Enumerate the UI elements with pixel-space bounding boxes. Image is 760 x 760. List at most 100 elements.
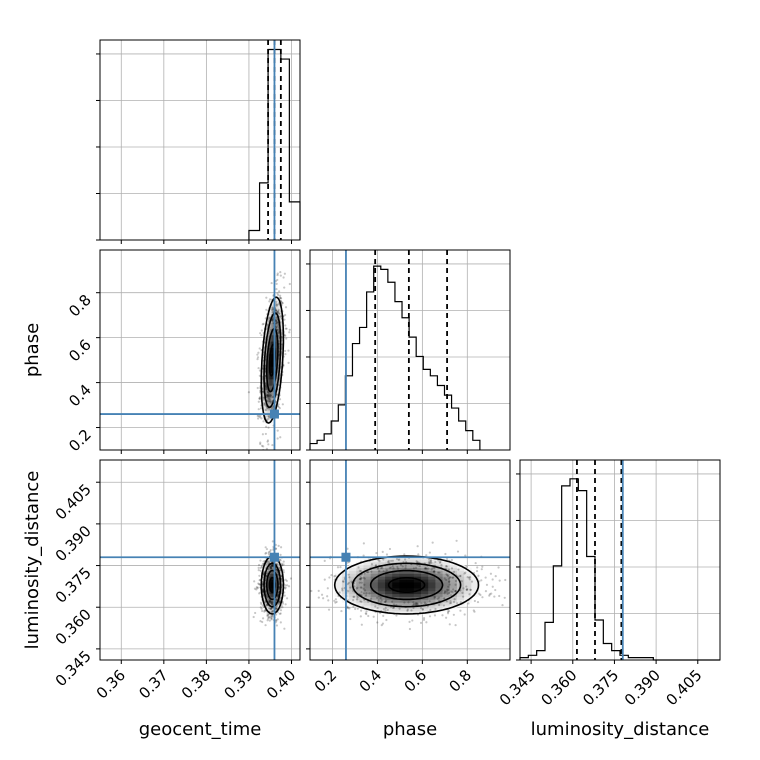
density-cell (392, 611, 400, 615)
sample-point (362, 542, 365, 545)
sample-point (270, 607, 273, 610)
sample-point (258, 374, 261, 377)
density-cell (270, 366, 272, 374)
sample-point (445, 588, 449, 591)
density-cell (464, 593, 472, 597)
sample-point (352, 605, 355, 608)
sample-point (365, 612, 368, 616)
density-cell (272, 347, 274, 355)
sample-point (472, 609, 475, 612)
density-cell (421, 605, 429, 609)
sample-point (256, 386, 259, 390)
density-cell (428, 567, 436, 571)
density-cell (271, 579, 273, 583)
sample-point (362, 554, 365, 557)
density-cell (276, 593, 279, 597)
density-cell (377, 570, 386, 574)
density-cell (435, 561, 443, 566)
density-cell (265, 590, 268, 595)
sample-point (269, 550, 272, 553)
sample-point (267, 400, 270, 403)
density-cell (406, 596, 415, 600)
density-cell (262, 579, 264, 583)
density-cell (449, 590, 458, 595)
sample-point (445, 573, 448, 576)
sample-point (475, 570, 479, 573)
density-cell (262, 378, 264, 386)
sample-point (463, 613, 466, 616)
hist-bar (537, 651, 545, 660)
sample-point (429, 560, 432, 563)
sample-point (270, 565, 273, 568)
sample-point (255, 587, 259, 590)
sample-point (276, 570, 279, 574)
sample-point (262, 420, 265, 423)
density-cell (413, 593, 422, 597)
sample-point (260, 329, 263, 332)
density-cell (363, 564, 372, 569)
sample-point (447, 610, 451, 613)
density-cell (370, 570, 379, 574)
density-cell (267, 579, 270, 583)
sample-point (356, 595, 359, 599)
sample-point (364, 612, 367, 615)
x-tick-label: 0.40 (263, 666, 299, 702)
xlabel-geocent-time: geocent_time (139, 719, 262, 740)
density-cell (267, 378, 270, 386)
sample-point (365, 592, 368, 595)
density-cell (275, 316, 278, 323)
density-cell (267, 585, 270, 589)
sample-point (279, 436, 282, 439)
sample-point (271, 540, 274, 543)
sample-point (279, 553, 282, 556)
sample-point (268, 599, 271, 603)
sample-point (267, 426, 270, 429)
sample-point (271, 443, 274, 447)
density-cell (435, 582, 443, 586)
sample-point (339, 566, 342, 569)
truth-marker (269, 409, 279, 419)
sample-point (276, 273, 279, 277)
hist-panel-phase (306, 249, 511, 454)
sample-point (281, 234, 283, 236)
density-cell (363, 587, 372, 592)
sample-point (275, 303, 279, 306)
sample-point (277, 303, 280, 306)
sample-point (327, 599, 330, 602)
density-cell (280, 309, 282, 317)
sample-point (382, 614, 385, 617)
sample-point (353, 595, 356, 598)
density-cell (356, 579, 364, 583)
density-cell (276, 372, 279, 380)
sample-point (438, 561, 442, 564)
density-cell (270, 385, 272, 392)
density-cell (278, 602, 281, 606)
density-cell (277, 385, 280, 392)
sample-point (267, 607, 271, 610)
sample-point (284, 587, 287, 590)
sample-point (256, 414, 259, 418)
sample-point (445, 578, 448, 581)
sample-point (484, 576, 487, 579)
density-cell (281, 341, 283, 348)
density-cell (428, 587, 436, 592)
sample-point (279, 546, 283, 549)
density-cell (349, 573, 357, 577)
sample-point (406, 608, 409, 611)
density-cell (349, 593, 357, 597)
density-cell (456, 596, 465, 600)
sample-point (289, 581, 291, 583)
density-cell (428, 605, 436, 609)
sample-point (261, 323, 264, 326)
sample-point (498, 594, 501, 598)
sample-point (354, 607, 357, 611)
sample-point (356, 586, 359, 589)
density-cell (442, 567, 451, 571)
sample-point (271, 615, 274, 618)
sample-point (494, 588, 497, 592)
density-cell (272, 573, 274, 577)
density-cell (269, 593, 271, 597)
sample-point (264, 384, 267, 387)
density-cell (265, 391, 268, 399)
